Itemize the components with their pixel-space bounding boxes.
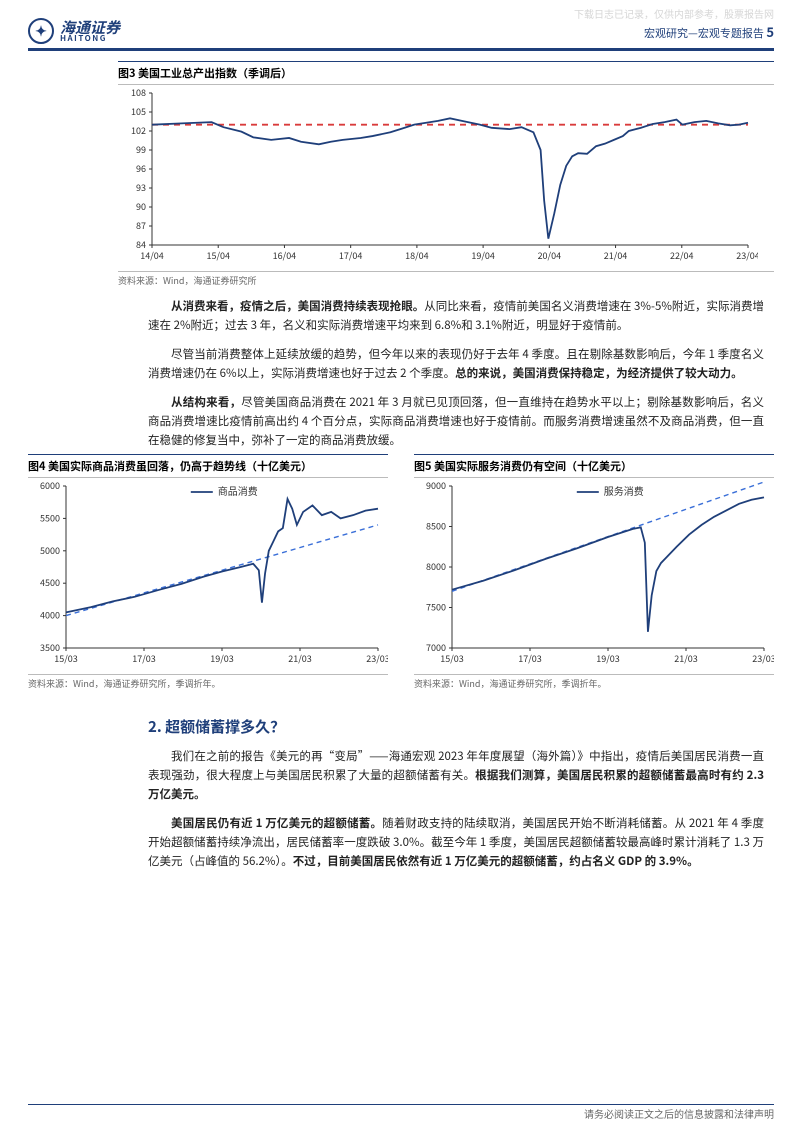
para-3: 从结构来看，尽管美国商品消费在 2021 年 3 月就已见顶回落，但一直维持在趋…: [148, 393, 764, 450]
svg-text:17/03: 17/03: [132, 652, 156, 665]
fig3-title: 图3 美国工业总产出指数（季调后）: [118, 61, 774, 85]
svg-text:21/03: 21/03: [674, 652, 698, 665]
svg-text:23/03: 23/03: [752, 652, 774, 665]
svg-text:16/04: 16/04: [273, 249, 297, 262]
svg-text:15/04: 15/04: [206, 249, 230, 262]
para-2: 尽管当前消费整体上延续放缓的趋势，但今年以来的表现仍好于去年 4 季度。且在剔除…: [148, 345, 764, 383]
svg-text:14/04: 14/04: [140, 249, 164, 262]
logo-en: HAITONG: [60, 35, 120, 43]
svg-text:4000: 4000: [40, 608, 60, 621]
svg-text:7500: 7500: [426, 600, 446, 613]
svg-text:19/03: 19/03: [210, 652, 234, 665]
header-section-title: 宏观研究—宏观专题报告 5: [644, 22, 774, 41]
para-4: 我们在之前的报告《美元的再“变局”——海通宏观 2023 年年度展望（海外篇）》…: [148, 747, 764, 804]
svg-text:102: 102: [131, 124, 146, 137]
logo-block: ✦ 海通证券 HAITONG: [28, 18, 120, 44]
logo-icon: ✦: [28, 18, 54, 44]
para-1: 从消费来看，疫情之后，美国消费持续表现抢眼。从同比来看，疫情前美国名义消费增速在…: [148, 297, 764, 335]
svg-text:22/04: 22/04: [670, 249, 694, 262]
fig5-source: 资料来源：Wind，海通证券研究所，季调折年。: [414, 674, 774, 690]
svg-text:5500: 5500: [40, 511, 60, 524]
svg-text:21/03: 21/03: [288, 652, 312, 665]
svg-text:6000: 6000: [40, 479, 60, 492]
svg-text:5000: 5000: [40, 544, 60, 557]
svg-text:18/04: 18/04: [405, 249, 429, 262]
watermark: 下载日志已记录，仅供内部参考，股票报告网: [574, 6, 774, 21]
fig4-chart: 35004000450050005500600015/0317/0319/032…: [28, 478, 388, 668]
footer-text: 请务必阅读正文之后的信息披露和法律声明: [584, 1106, 774, 1121]
fig4-title: 图4 美国实际商品消费虽回落，仍高于趋势线（十亿美元）: [28, 454, 388, 478]
svg-text:23/03: 23/03: [366, 652, 388, 665]
svg-text:17/03: 17/03: [518, 652, 542, 665]
svg-text:4500: 4500: [40, 576, 60, 589]
svg-text:8500: 8500: [426, 519, 446, 532]
svg-text:87: 87: [136, 219, 146, 232]
svg-text:17/04: 17/04: [339, 249, 363, 262]
svg-text:19/04: 19/04: [471, 249, 495, 262]
svg-text:90: 90: [136, 200, 146, 213]
svg-text:15/03: 15/03: [440, 652, 464, 665]
svg-text:93: 93: [136, 181, 146, 194]
page-header: ✦ 海通证券 HAITONG 宏观研究—宏观专题报告 5: [28, 18, 774, 51]
fig5-title: 图5 美国实际服务消费仍有空间（十亿美元）: [414, 454, 774, 478]
fig3-source: 资料来源：Wind，海通证券研究所: [118, 271, 774, 287]
svg-text:19/03: 19/03: [596, 652, 620, 665]
svg-text:9000: 9000: [426, 479, 446, 492]
svg-text:20/04: 20/04: [538, 249, 562, 262]
section-2-heading: 2. 超额储蓄撑多久？: [148, 716, 774, 737]
svg-text:99: 99: [136, 143, 146, 156]
svg-text:105: 105: [131, 105, 146, 118]
svg-text:108: 108: [131, 86, 146, 99]
svg-text:8000: 8000: [426, 560, 446, 573]
svg-text:23/04: 23/04: [736, 249, 758, 262]
fig4-source: 资料来源：Wind，海通证券研究所，季调折年。: [28, 674, 388, 690]
footer-rule: [28, 1104, 774, 1105]
svg-text:15/03: 15/03: [54, 652, 78, 665]
fig3-chart: 84879093969910210510814/0415/0416/0417/0…: [118, 85, 774, 269]
para-5: 美国居民仍有近 1 万亿美元的超额储蓄。随着财政支持的陆续取消，美国居民开始不断…: [148, 814, 764, 871]
svg-text:21/04: 21/04: [604, 249, 628, 262]
fig5-chart: 7000750080008500900015/0317/0319/0321/03…: [414, 478, 774, 668]
svg-text:96: 96: [136, 162, 146, 175]
svg-text:服务消费: 服务消费: [604, 483, 644, 498]
svg-text:商品消费: 商品消费: [218, 483, 258, 498]
